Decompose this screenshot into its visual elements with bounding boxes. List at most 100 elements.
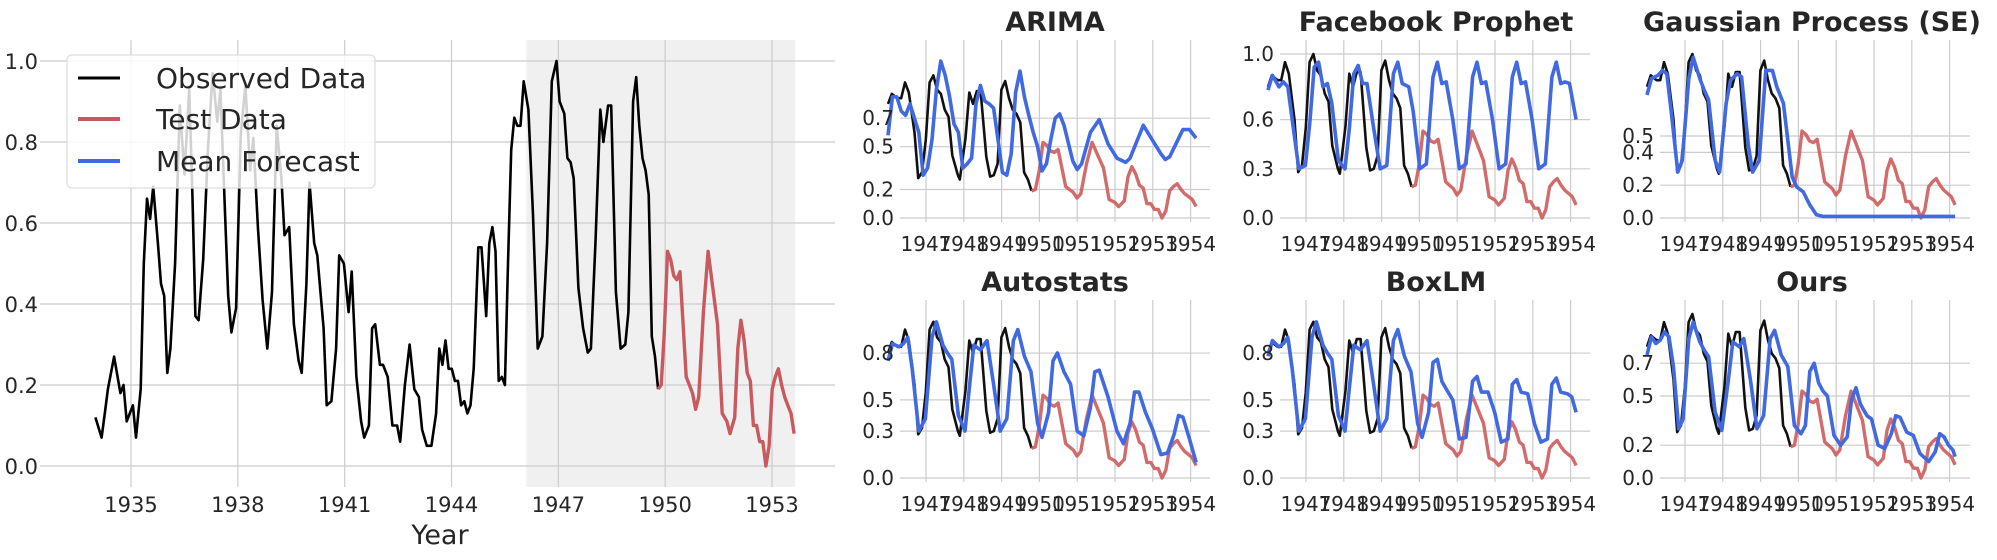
y-tick-label: 0.8 <box>1242 341 1274 365</box>
subplot-title: ARIMA <box>1005 7 1105 38</box>
subplot-title: Gaussian Process (SE) <box>1643 7 1981 38</box>
subplot-autostats: Autostats 0.00.30.50.8194719481949195019… <box>862 267 1216 516</box>
y-tick-label: 0.5 <box>1622 384 1654 408</box>
observed-data-line <box>1266 52 1413 188</box>
x-tick-label: 1949 <box>976 232 1027 256</box>
subplot-grid <box>900 40 1210 222</box>
x-tick-label: 1954 <box>1924 492 1975 516</box>
subplot-arima: ARIMA 0.00.20.50.71947194819491950195119… <box>862 7 1216 256</box>
x-tick-label: 1951 <box>1811 232 1862 256</box>
x-tick-label: 1950 <box>1014 492 1065 516</box>
x-tick-label: 1947 <box>901 492 952 516</box>
main-plot: 0.0 0.2 0.4 0.6 0.8 1.0 1935 1938 1941 1944 1947 19… <box>5 40 835 551</box>
legend-observed-label: Observed Data <box>156 62 366 95</box>
x-tick-label: 1952 <box>1090 232 1141 256</box>
y-tick-label: 0.0 <box>862 466 894 490</box>
x-tick-label: 1948 <box>1318 492 1369 516</box>
y-tick-label: 0.5 <box>1622 124 1654 148</box>
legend: Observed Data Test Data Mean Forecast <box>66 54 376 189</box>
y-tick-label: 0.7 <box>1622 351 1654 375</box>
x-tick-label: 1954 <box>1545 492 1596 516</box>
x-tick-label: 1953 <box>1127 492 1178 516</box>
x-tick-label: 1948 <box>1697 232 1748 256</box>
test-data-line <box>1410 393 1578 480</box>
x-tick-label: 1951 <box>1432 492 1483 516</box>
subplot-grid <box>1660 40 1970 222</box>
subplot-facebook-prophet: Facebook Prophet 0.0 0.3 0.6 1.0 19471948194… <box>1242 7 1596 256</box>
x-tick-label: 1953 <box>1507 232 1558 256</box>
x-tick-label: 1952 <box>1849 232 1900 256</box>
mean-forecast-line <box>886 320 1198 463</box>
x-tick-label: 1949 <box>976 492 1027 516</box>
x-tick-label: 1949 <box>1735 232 1786 256</box>
y-tick-label: 0.3 <box>862 419 894 443</box>
subplot-title: Facebook Prophet <box>1299 7 1574 38</box>
x-tick-label: 1953 <box>1127 232 1178 256</box>
y-tick-label: 1.0 <box>5 50 38 74</box>
x-tick-label: 1950 <box>1773 492 1824 516</box>
x-tick-label: 1948 <box>938 492 989 516</box>
x-tick-label: 1938 <box>211 493 264 517</box>
test-data-line <box>656 249 796 468</box>
subplot-title: BoxLM <box>1386 267 1487 298</box>
x-tick-label: 1948 <box>1318 232 1369 256</box>
x-axis-label: Year <box>410 520 469 551</box>
x-tick-label: 1953 <box>1886 232 1937 256</box>
x-tick-label: 1951 <box>1811 492 1862 516</box>
x-tick-label: 1949 <box>1356 232 1407 256</box>
test-data-line <box>1031 140 1198 220</box>
x-tick-label: 1953 <box>1886 492 1937 516</box>
x-tick-label: 1944 <box>425 493 478 517</box>
test-data-line <box>1789 129 1957 220</box>
legend-forecast-label: Mean Forecast <box>156 145 360 178</box>
y-tick-label: 0.2 <box>1622 433 1654 457</box>
test-data-line <box>1410 129 1578 220</box>
mean-forecast-line <box>1266 320 1578 444</box>
subplot-gaussian-process: Gaussian Process (SE) 0.00.20.40.5194719… <box>1622 7 1981 256</box>
x-tick-label: 1947 <box>532 493 585 517</box>
y-tick-label: 0.0 <box>1622 206 1654 230</box>
y-tick-label: 0.0 <box>1622 466 1654 490</box>
x-tick-label: 1951 <box>1052 232 1103 256</box>
mean-forecast-line <box>1645 320 1957 464</box>
subplot-ours: Ours 0.00.20.50.719471948194919501951195… <box>1622 267 1975 516</box>
x-tick-label: 1950 <box>1773 232 1824 256</box>
y-tick-label: 0.8 <box>5 131 38 155</box>
x-tick-label: 1947 <box>1660 492 1711 516</box>
y-tick-label: 0.0 <box>1242 206 1274 230</box>
forecast-region-shade <box>526 40 796 487</box>
y-tick-label: 0.6 <box>1242 108 1274 132</box>
y-tick-label: 0.4 <box>5 293 38 317</box>
subplot-title: Autostats <box>981 267 1129 298</box>
y-tick-label: 0.2 <box>862 177 894 201</box>
y-tick-label: 0.0 <box>1242 466 1274 490</box>
y-tick-label: 0.6 <box>5 212 38 236</box>
subplot-title: Ours <box>1776 267 1848 298</box>
main-tick-labels: 0.0 0.2 0.4 0.6 0.8 1.0 1935 1938 1941 1944 1947 19… <box>5 50 799 517</box>
y-tick-label: 0.0 <box>5 455 38 479</box>
x-tick-label: 1949 <box>1735 492 1786 516</box>
x-tick-label: 1948 <box>938 232 989 256</box>
x-tick-label: 1954 <box>1165 232 1216 256</box>
y-tick-label: 0.3 <box>1242 157 1274 181</box>
y-tick-label: 0.2 <box>5 374 38 398</box>
x-tick-label: 1947 <box>1281 492 1332 516</box>
x-tick-label: 1951 <box>1052 492 1103 516</box>
y-tick-label: 0.8 <box>862 341 894 365</box>
x-tick-label: 1935 <box>104 493 157 517</box>
x-tick-label: 1952 <box>1470 492 1521 516</box>
x-tick-label: 1954 <box>1545 232 1596 256</box>
x-tick-label: 1947 <box>1660 232 1711 256</box>
y-tick-label: 0.5 <box>862 388 894 412</box>
legend-box <box>66 54 376 189</box>
test-data-line <box>1789 389 1957 480</box>
x-tick-label: 1954 <box>1924 232 1975 256</box>
y-tick-label: 1.0 <box>1242 42 1274 66</box>
x-tick-label: 1952 <box>1849 492 1900 516</box>
x-tick-label: 1941 <box>318 493 371 517</box>
x-tick-label: 1954 <box>1165 492 1216 516</box>
x-tick-label: 1948 <box>1697 492 1748 516</box>
x-tick-label: 1947 <box>1281 232 1332 256</box>
y-tick-label: 0.7 <box>862 106 894 130</box>
